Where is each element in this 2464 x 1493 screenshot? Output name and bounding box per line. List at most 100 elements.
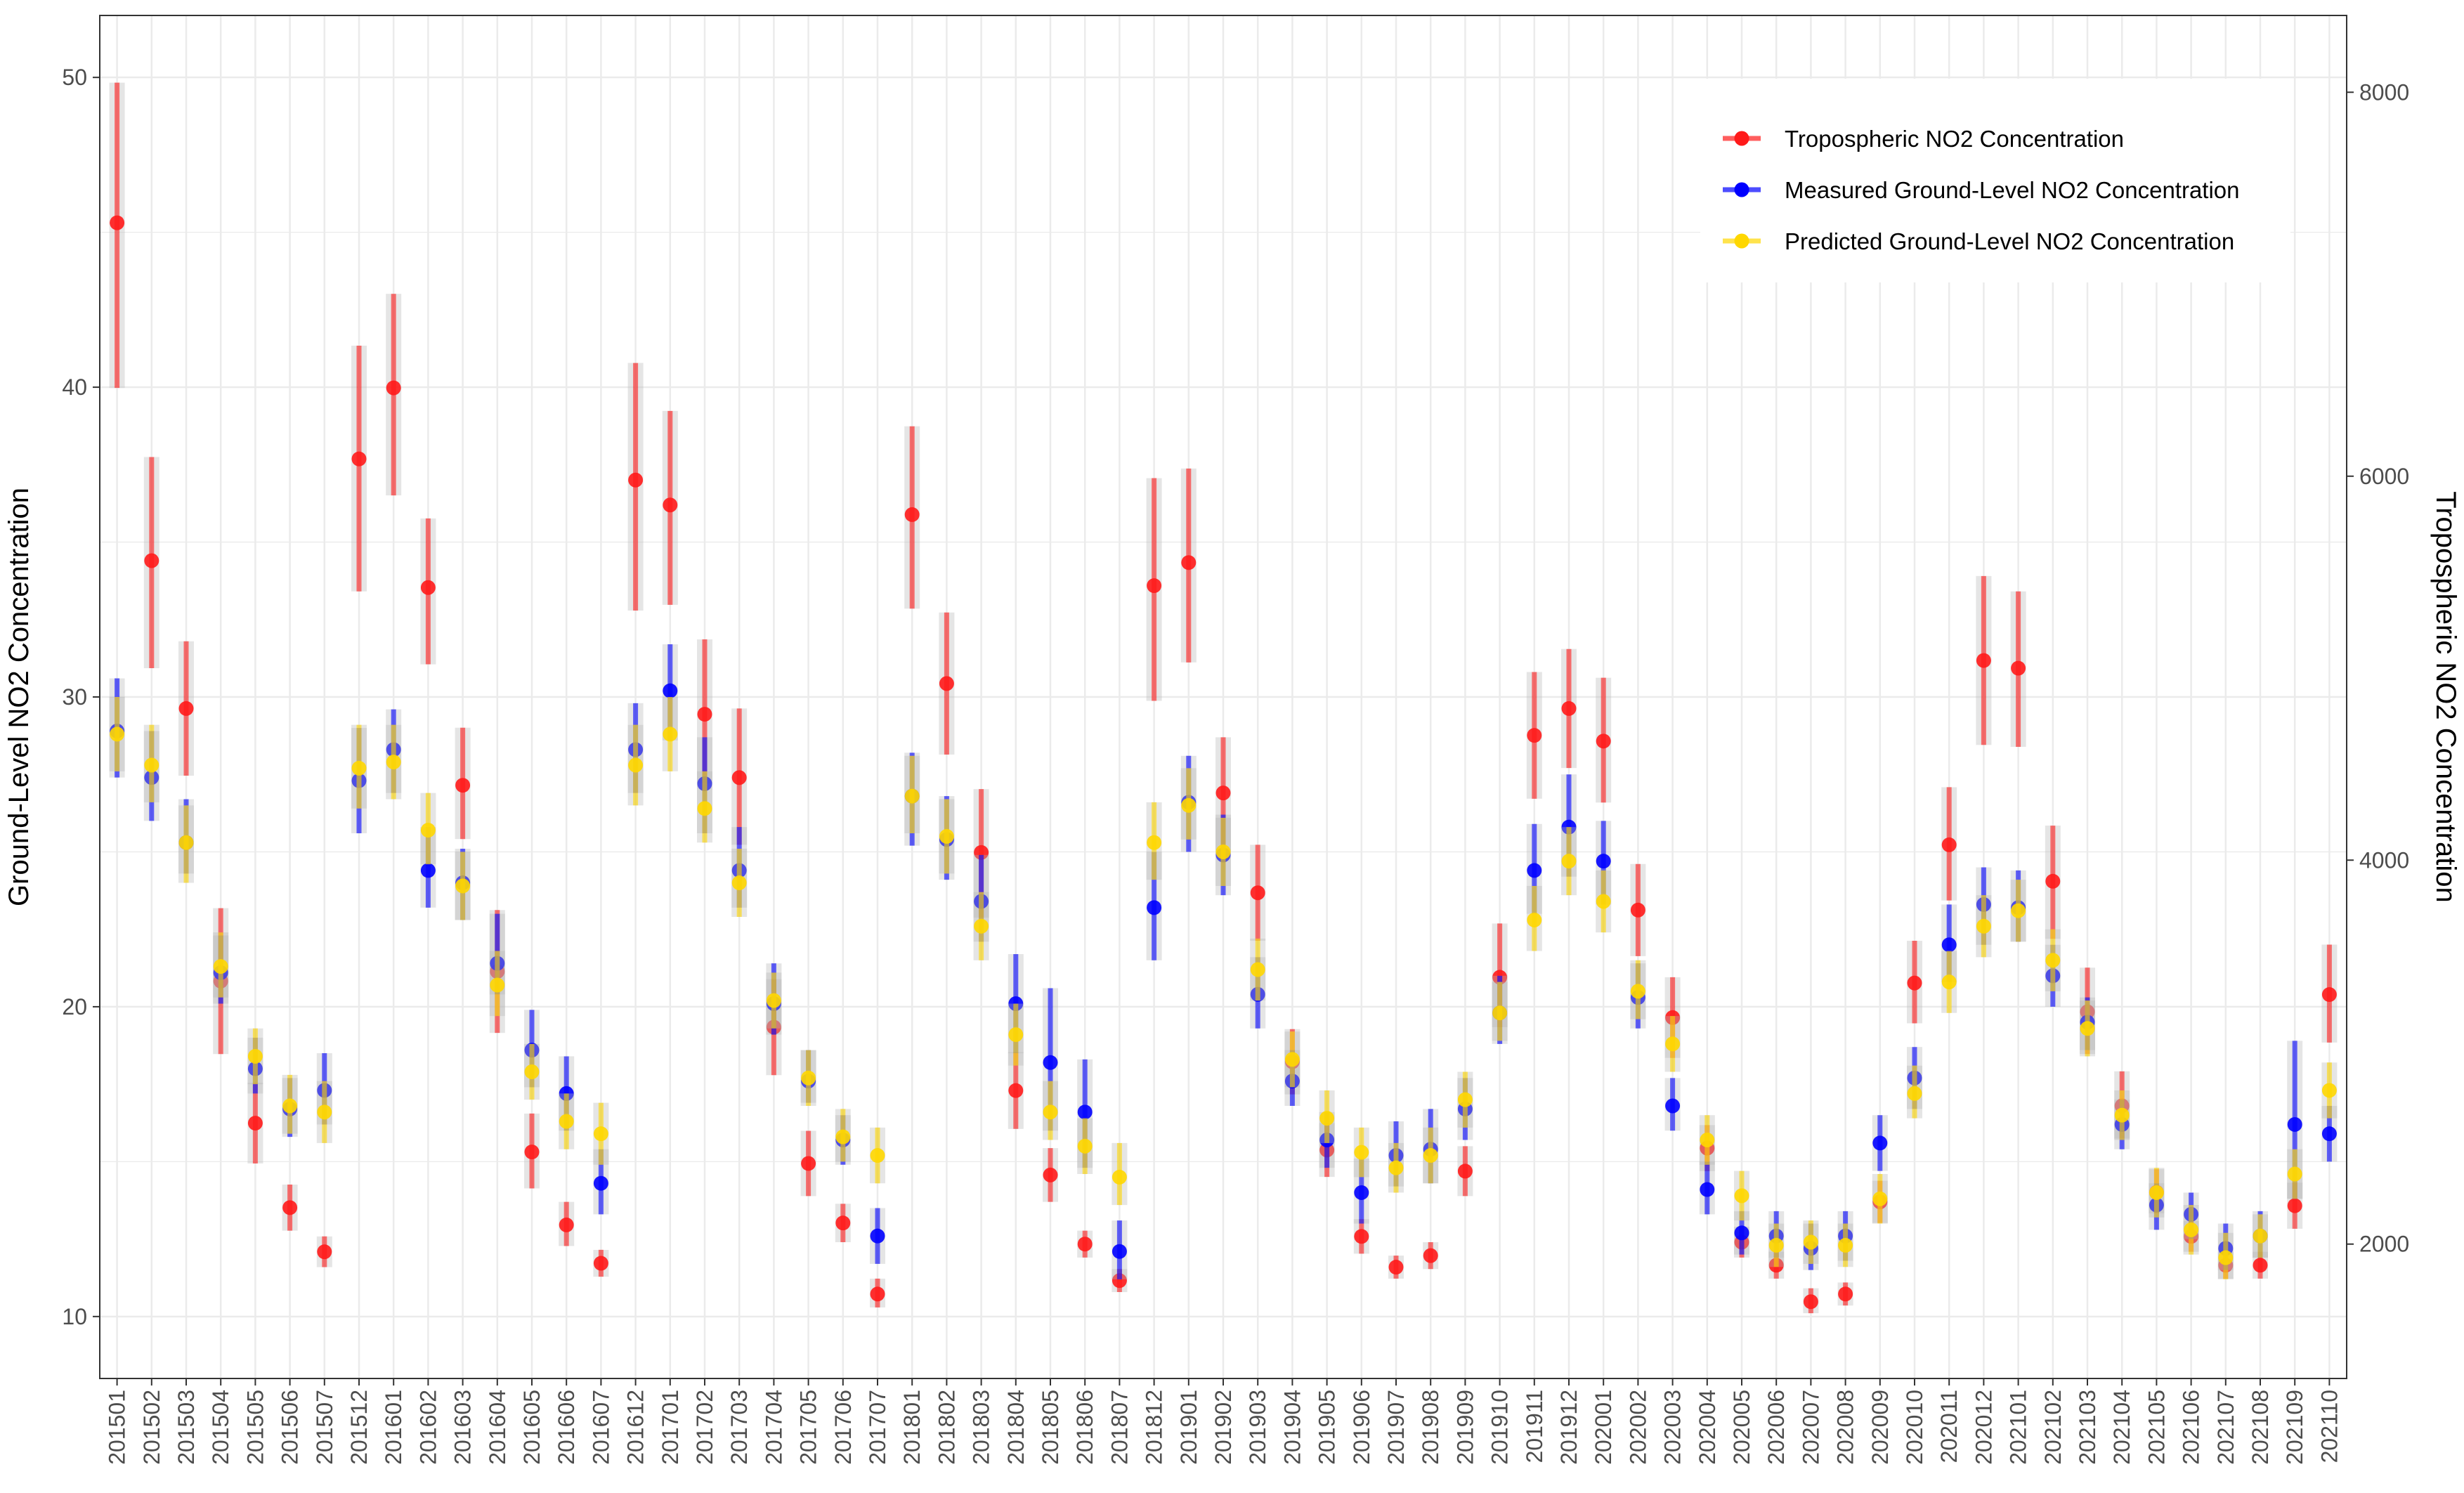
data-point [663, 726, 678, 742]
x-tick-label: 201502 [139, 1390, 164, 1465]
x-tick-label: 201602 [415, 1390, 441, 1465]
x-tick-label: 202008 [1833, 1390, 1858, 1465]
data-point [1561, 700, 1577, 716]
data-point [2045, 953, 2061, 968]
data-point [1596, 734, 1611, 749]
data-point [1700, 1133, 1715, 1147]
data-point [904, 788, 920, 804]
data-point [1181, 797, 1197, 813]
data-point [1147, 835, 1162, 850]
legend-label: Measured Ground-Level NO2 Concentration [1785, 177, 2240, 203]
x-tick-label: 201801 [899, 1390, 925, 1465]
x-tick-label: 201805 [1038, 1390, 1063, 1465]
data-point [1077, 1104, 1093, 1120]
data-point [1319, 1111, 1335, 1126]
x-tick-label: 202001 [1591, 1390, 1616, 1465]
x-tick-label: 201503 [174, 1390, 199, 1465]
data-point [247, 1048, 263, 1064]
data-point [1457, 1092, 1473, 1107]
x-tick-label: 201504 [208, 1390, 233, 1465]
data-point [178, 700, 194, 716]
data-point [213, 959, 228, 974]
x-tick-label: 202007 [1798, 1390, 1823, 1465]
x-tick-label: 201612 [623, 1390, 648, 1465]
y-right-tick-label: 4000 [2359, 847, 2409, 873]
data-point [1941, 974, 1957, 990]
data-point [317, 1244, 332, 1260]
data-point [351, 760, 367, 776]
x-tick-label: 201506 [278, 1390, 303, 1465]
data-point [628, 472, 644, 488]
data-point [2045, 873, 2061, 889]
data-point [524, 1145, 540, 1160]
x-tick-label: 201702 [692, 1390, 717, 1465]
x-tick-label: 201906 [1349, 1390, 1374, 1465]
data-point [1147, 900, 1162, 915]
data-point [1941, 937, 1957, 953]
data-point [420, 580, 436, 595]
data-point [1630, 902, 1645, 918]
data-point [1803, 1294, 1818, 1310]
data-point [1112, 1273, 1127, 1289]
data-point [974, 845, 989, 860]
data-point [455, 778, 471, 793]
data-point [1181, 555, 1197, 571]
data-point [1250, 885, 1265, 901]
x-tick-label: 202108 [2248, 1390, 2273, 1465]
x-tick-label: 201807 [1107, 1390, 1132, 1465]
data-point [386, 380, 401, 396]
data-point [593, 1126, 608, 1142]
data-point [1043, 1104, 1058, 1120]
data-point [1527, 912, 1542, 927]
data-point [628, 757, 644, 773]
x-tick-label: 201907 [1383, 1390, 1409, 1465]
data-point [247, 1116, 263, 1131]
x-tick-label: 202006 [1764, 1390, 1789, 1465]
data-point [870, 1148, 885, 1163]
legend-key-point [1734, 233, 1749, 249]
x-tick-label: 201901 [1176, 1390, 1201, 1465]
data-point [2321, 1083, 2337, 1098]
data-point [1423, 1248, 1438, 1263]
x-tick-label: 201905 [1315, 1390, 1340, 1465]
legend-key-point [1734, 182, 1749, 197]
data-point [110, 215, 125, 230]
y-left-tick-label: 10 [62, 1304, 87, 1329]
data-point [2149, 1185, 2164, 1200]
data-point [1665, 1036, 1681, 1052]
x-tick-label: 201501 [105, 1390, 130, 1465]
x-tick-label: 201806 [1072, 1390, 1097, 1465]
x-tick-label: 202102 [2040, 1390, 2066, 1465]
x-tick-label: 201908 [1418, 1390, 1443, 1465]
x-tick-label: 201512 [346, 1390, 372, 1465]
y-left-tick-label: 50 [62, 65, 87, 90]
data-point [1803, 1234, 1818, 1250]
data-point [317, 1104, 332, 1120]
data-point [282, 1098, 298, 1114]
axes: 10 20 30 40 50 2000 4000 6000 8000 201501 201502 20… [62, 65, 2409, 1465]
y-left-tick-label: 40 [62, 374, 87, 400]
data-point [1284, 1052, 1300, 1067]
data-point [110, 726, 125, 742]
data-point [904, 507, 920, 522]
data-point [1388, 1160, 1404, 1175]
data-point [974, 918, 989, 934]
data-point [870, 1286, 885, 1302]
x-tick-label: 202009 [1867, 1390, 1893, 1465]
data-point [870, 1228, 885, 1244]
data-point [1872, 1135, 1888, 1151]
x-tick-label: 201804 [1003, 1390, 1029, 1465]
x-tick-label: 201604 [485, 1390, 510, 1465]
data-point [144, 757, 159, 773]
data-point [1596, 854, 1611, 869]
x-tick-label: 201603 [450, 1390, 476, 1465]
x-tick-label: 201902 [1211, 1390, 1236, 1465]
data-point [697, 801, 712, 816]
data-point [1941, 837, 1957, 852]
data-point [939, 828, 954, 844]
data-point [1423, 1148, 1438, 1163]
legend-item-3: Predicted Ground-Level NO2 Concentration [1723, 228, 2234, 254]
data-point [1112, 1169, 1127, 1185]
y-left-tick-label: 20 [62, 994, 87, 1019]
